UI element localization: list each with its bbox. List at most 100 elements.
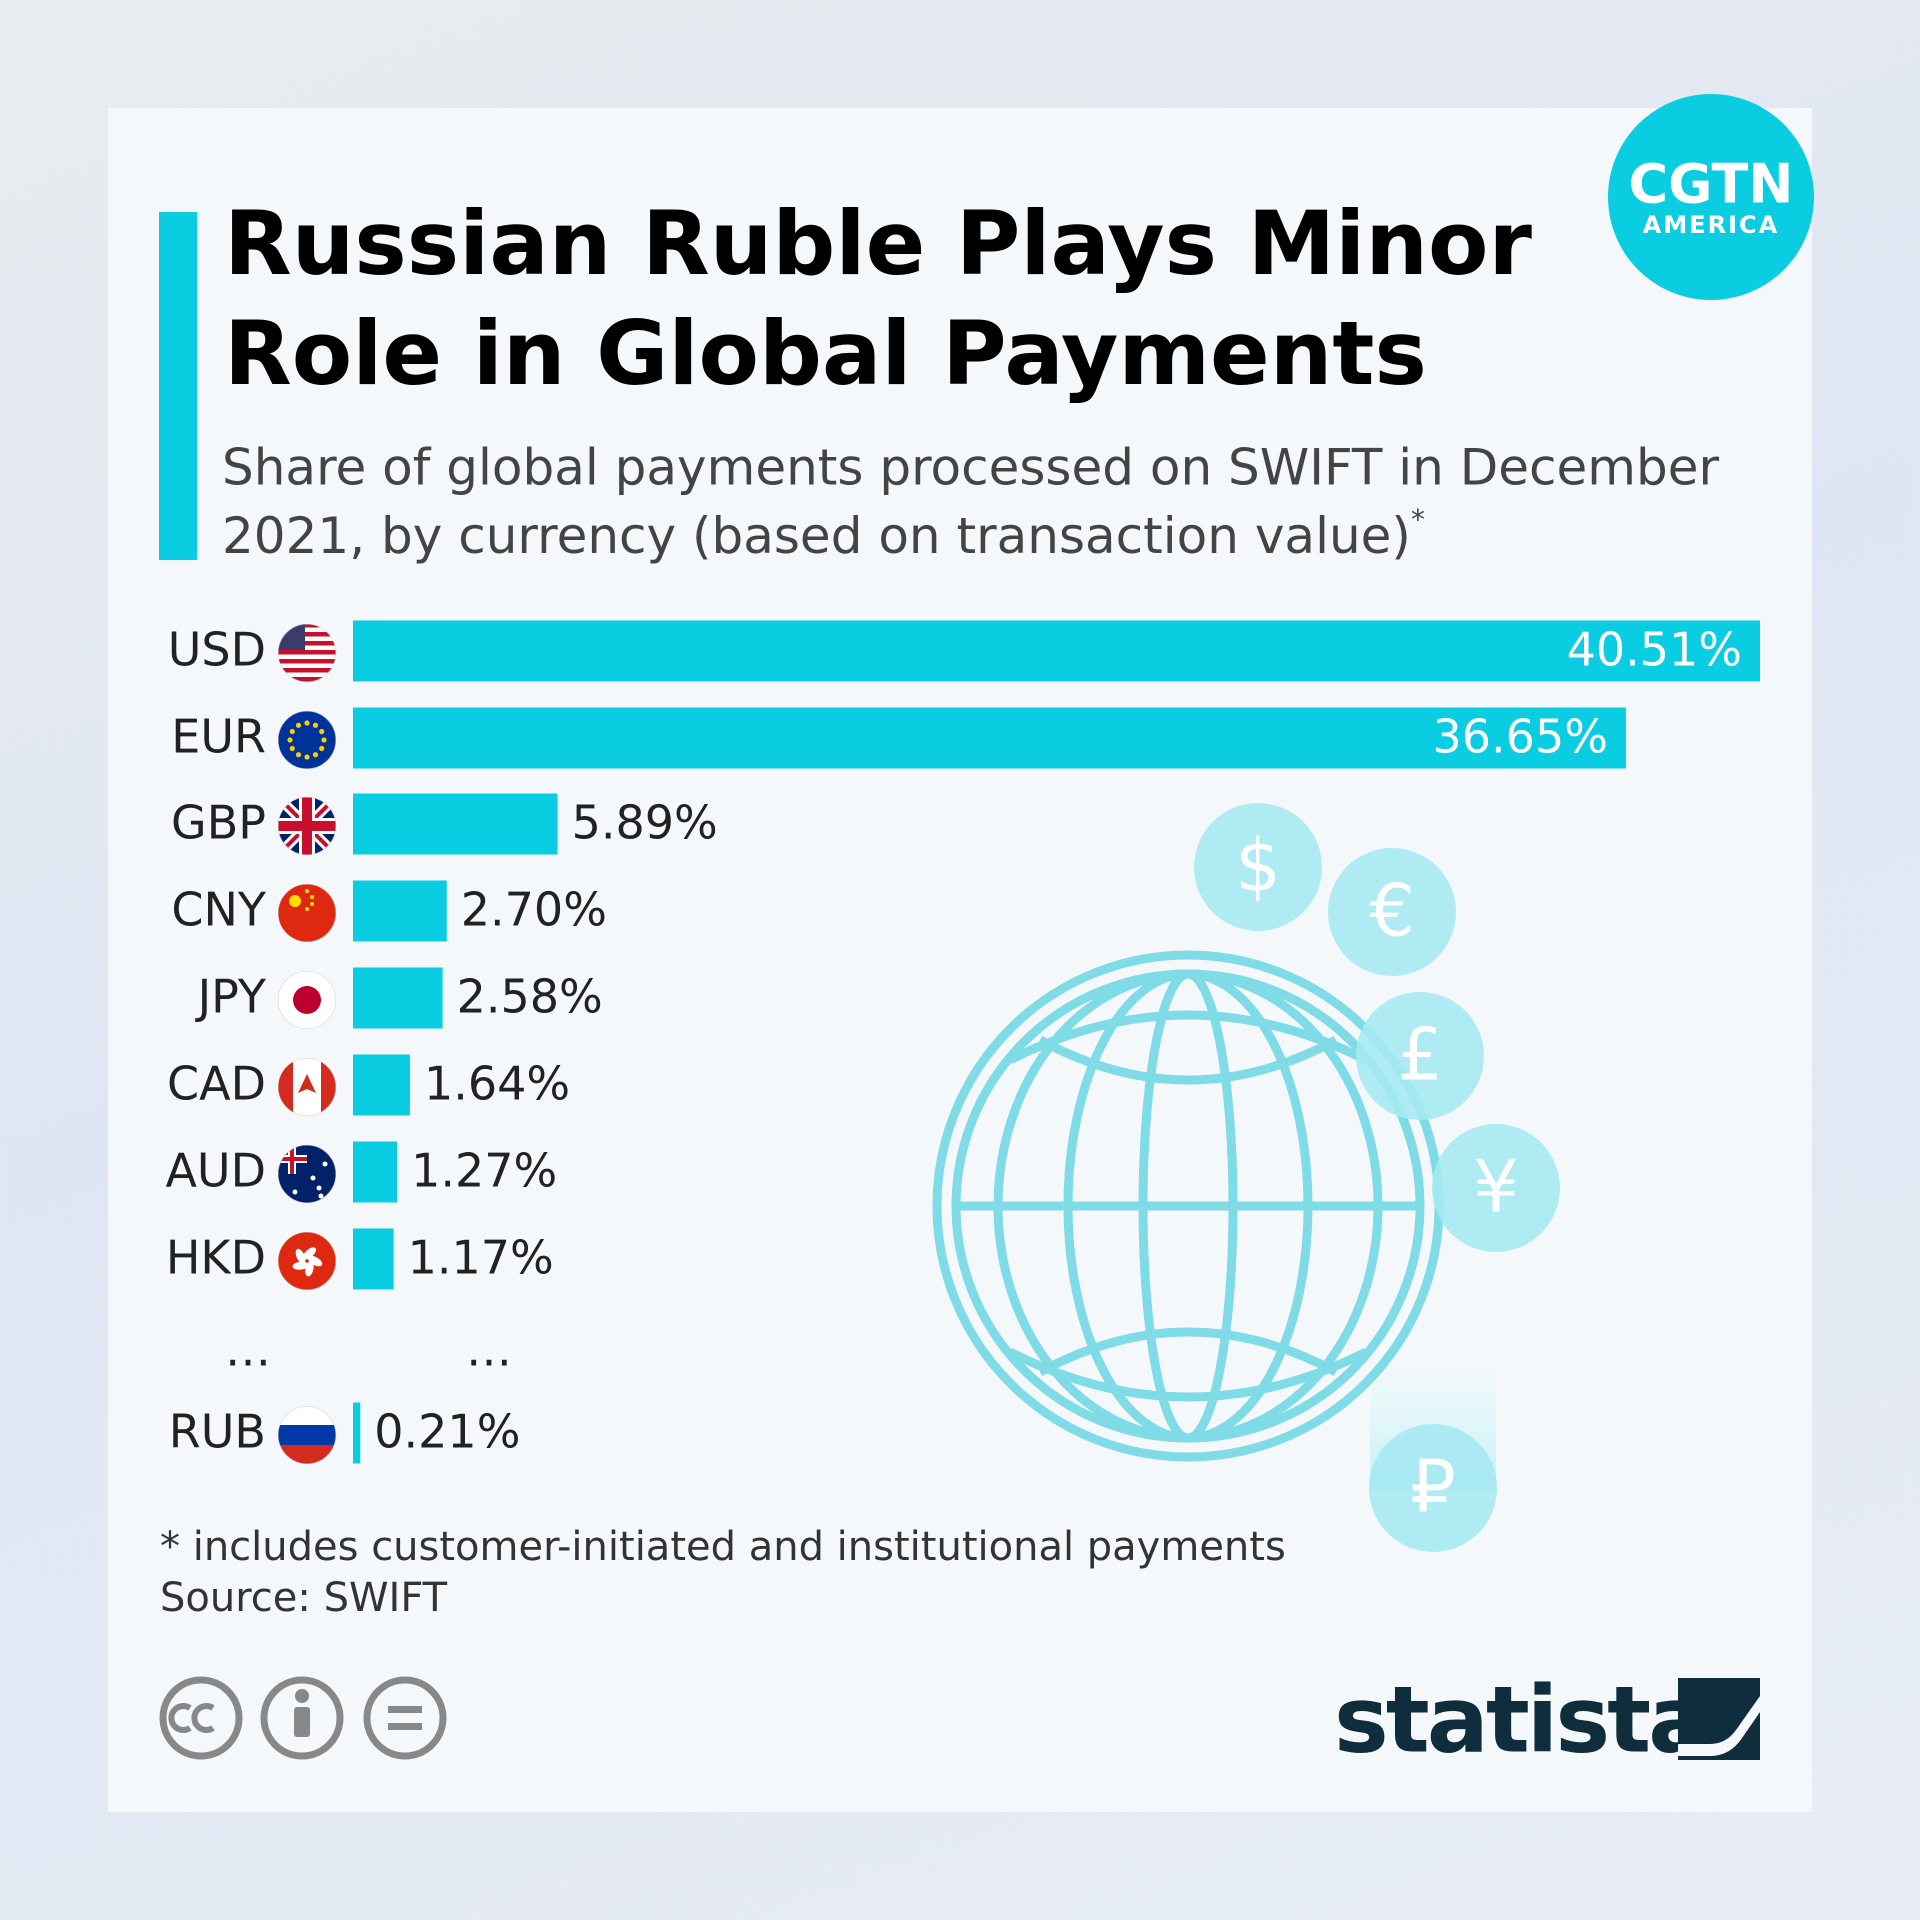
flag-part bbox=[292, 1189, 298, 1195]
flag-part bbox=[322, 1161, 328, 1167]
bar bbox=[353, 880, 447, 942]
category-label: RUB bbox=[169, 1405, 266, 1459]
value-label: 36.65% bbox=[1433, 710, 1608, 764]
bar bbox=[353, 707, 1626, 769]
logo-sub: AMERICA bbox=[1643, 211, 1779, 239]
flag-part bbox=[312, 722, 319, 728]
flag-part bbox=[278, 641, 336, 646]
flag-part bbox=[278, 1232, 336, 1290]
accent-bar bbox=[159, 212, 197, 560]
flag bbox=[278, 884, 336, 942]
bar bbox=[353, 1141, 398, 1203]
flag-part bbox=[278, 1445, 336, 1464]
coin bbox=[1328, 848, 1456, 976]
flag-part bbox=[319, 745, 325, 752]
subtitle: 2021, by currency (based on transaction … bbox=[222, 503, 1425, 565]
coin bbox=[1432, 1124, 1560, 1252]
flag-part bbox=[278, 659, 336, 664]
flag-part bbox=[310, 902, 314, 906]
footnote: * includes customer-initiated and instit… bbox=[160, 1524, 1286, 1570]
brand: statista bbox=[1334, 1666, 1707, 1773]
chart-title: Role in Global Payments bbox=[224, 302, 1427, 405]
category-label: AUD bbox=[165, 1144, 266, 1198]
category-label: EUR bbox=[171, 710, 266, 764]
source: Source: SWIFT bbox=[160, 1575, 448, 1621]
flag-part bbox=[290, 1145, 294, 1174]
subtitle-note: * bbox=[1411, 503, 1425, 536]
flag-part bbox=[278, 632, 336, 637]
globe bbox=[932, 950, 1444, 1462]
chart-title: Russian Ruble Plays Minor bbox=[224, 192, 1532, 295]
flag-part bbox=[312, 752, 319, 758]
subtitle: Share of global payments processed on SW… bbox=[222, 439, 1719, 497]
bar bbox=[353, 620, 1760, 682]
coin-symbol: ¥ bbox=[1473, 1145, 1519, 1229]
flag-part bbox=[292, 1261, 309, 1270]
license-icons bbox=[159, 1676, 447, 1760]
value-label: … bbox=[466, 1323, 512, 1377]
flag-part bbox=[278, 668, 336, 673]
license-glyphs bbox=[168, 1689, 422, 1737]
flag-part bbox=[302, 797, 312, 855]
card bbox=[108, 108, 1812, 1812]
flag-part bbox=[305, 889, 309, 893]
flag-part bbox=[310, 895, 314, 899]
logo-text: CGTN bbox=[1628, 153, 1793, 216]
coin bbox=[1369, 1424, 1497, 1552]
logo-circle bbox=[1608, 94, 1814, 300]
flag-part bbox=[293, 986, 321, 1014]
flag-part bbox=[316, 1185, 322, 1191]
value-label: 1.27% bbox=[411, 1144, 557, 1198]
subtitle-line: 2021, by currency (based on transaction … bbox=[222, 507, 1411, 565]
bar bbox=[353, 967, 443, 1029]
flag-part bbox=[287, 737, 293, 743]
flag-part bbox=[321, 737, 327, 743]
flag bbox=[278, 1145, 336, 1203]
flag-part bbox=[289, 745, 295, 752]
value-label: 0.21% bbox=[374, 1405, 520, 1459]
value-label: 5.89% bbox=[572, 796, 718, 850]
flag-part bbox=[289, 895, 301, 907]
flag-part bbox=[295, 1248, 306, 1264]
flag bbox=[278, 797, 336, 855]
coin-symbol: $ bbox=[1235, 824, 1281, 908]
coin-symbol: £ bbox=[1397, 1013, 1443, 1097]
bar bbox=[353, 1402, 361, 1464]
flag-part bbox=[278, 884, 336, 942]
category-label: GBP bbox=[171, 796, 266, 850]
flag-part bbox=[302, 1247, 316, 1260]
coin bbox=[1356, 992, 1484, 1120]
value-label: 2.70% bbox=[461, 883, 607, 937]
flag-part bbox=[278, 1406, 336, 1425]
flag-part bbox=[305, 907, 309, 911]
value-label: 2.58% bbox=[457, 970, 603, 1024]
flag-part bbox=[304, 720, 310, 726]
bar bbox=[353, 793, 558, 855]
flag-part bbox=[295, 722, 302, 728]
bar bbox=[353, 1228, 394, 1290]
category-label: CNY bbox=[171, 883, 267, 937]
flag-part bbox=[307, 1255, 323, 1267]
category-label: JPY bbox=[195, 970, 267, 1024]
flag bbox=[278, 971, 336, 1029]
flag-part bbox=[278, 677, 336, 682]
flag-part bbox=[298, 1074, 316, 1093]
coin-symbol: € bbox=[1369, 869, 1415, 953]
category-label: CAD bbox=[167, 1057, 266, 1111]
coin bbox=[1194, 803, 1322, 931]
illustration: $ € £ ¥ ₽ bbox=[932, 803, 1560, 1552]
flag-part bbox=[295, 752, 302, 758]
value-label: 1.17% bbox=[408, 1231, 554, 1285]
flag-part bbox=[278, 650, 336, 655]
flag-part bbox=[278, 624, 336, 628]
brand-icon bbox=[1678, 1678, 1760, 1760]
flag-part bbox=[319, 728, 325, 735]
flag bbox=[278, 1232, 336, 1290]
value-label: 40.51% bbox=[1567, 623, 1742, 677]
flag-part bbox=[289, 728, 295, 735]
category-label: USD bbox=[168, 623, 266, 677]
bar bbox=[353, 1054, 410, 1116]
flag bbox=[278, 711, 336, 769]
